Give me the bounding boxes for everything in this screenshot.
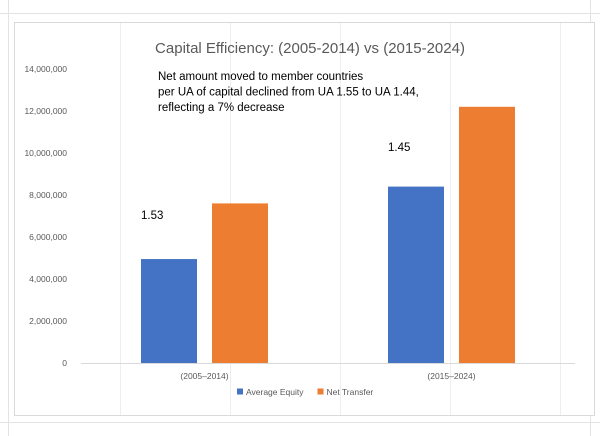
data-label: 1.53 — [141, 210, 163, 222]
y-tick-label: 6,000,000 — [29, 232, 67, 242]
x-tick-label: (2015–2024) — [427, 371, 475, 381]
legend-swatch — [237, 388, 243, 395]
annotation-line: Net amount moved to member countries — [158, 71, 363, 83]
y-tick-label: 2,000,000 — [29, 316, 67, 326]
y-tick-label: 14,000,000 — [24, 64, 67, 74]
y-tick-label: 0 — [62, 358, 67, 368]
chart-title: Capital Efficiency: (2005-2014) vs (2015… — [155, 40, 465, 57]
x-axis: (2005–2014) (2015–2024) — [81, 363, 575, 381]
x-tick-label: (2005–2014) — [180, 371, 228, 381]
bar-average-equity — [141, 259, 197, 363]
bar-net-transfer — [212, 203, 268, 363]
y-tick-label: 4,000,000 — [29, 274, 67, 284]
bar-net-transfer — [459, 106, 515, 364]
y-tick-label: 8,000,000 — [29, 190, 67, 200]
data-label: 1.45 — [388, 142, 410, 154]
annotation-line: reflecting a 7% decrease — [158, 102, 285, 114]
y-tick-label: 10,000,000 — [24, 148, 67, 158]
y-axis: 0 2,000,000 4,000,000 6,000,000 8,000,000 10,… — [24, 64, 67, 368]
annotation: Net amount moved to member countries per … — [158, 71, 419, 114]
legend-label: Net Transfer — [327, 387, 374, 397]
data-labels: 1.53 1.45 — [141, 142, 410, 222]
legend-label: Average Equity — [246, 387, 304, 397]
bar-chart: Capital Efficiency: (2005-2014) vs (2015… — [24, 23, 575, 415]
legend: Average Equity Net Transfer — [237, 387, 373, 397]
chart-area[interactable]: Capital Efficiency: (2005-2014) vs (2015… — [14, 22, 595, 416]
y-tick-label: 12,000,000 — [24, 106, 67, 116]
bars — [141, 106, 515, 364]
annotation-line: per UA of capital declined from UA 1.55 … — [158, 87, 419, 99]
bar-average-equity — [388, 186, 444, 363]
legend-swatch — [317, 388, 324, 395]
